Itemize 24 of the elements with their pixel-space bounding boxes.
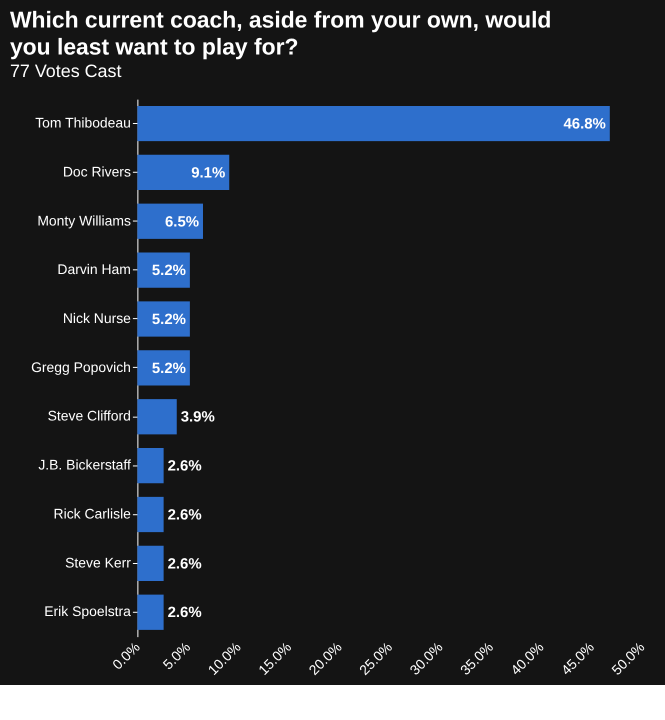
data-label: 2.6%	[168, 604, 202, 622]
data-label: 5.2%	[152, 360, 186, 377]
data-label: 6.5%	[164, 213, 200, 230]
data-label: 2.6%	[168, 458, 202, 475]
y-tick-label: Doc Rivers	[62, 163, 131, 180]
data-label: 5.2%	[152, 262, 186, 280]
y-tick-label: Gregg Popovich	[31, 358, 131, 375]
y-tick-label: Nick Nurse	[62, 310, 132, 326]
y-tick-label: Erik Spoelstra	[44, 603, 132, 620]
data-label: 3.9%	[180, 408, 215, 426]
y-tick-label: J.B. Bickerstaff	[38, 456, 132, 473]
data-label: 46.8%	[564, 116, 606, 133]
data-label: 5.2%	[152, 310, 186, 328]
data-label: 2.6%	[168, 506, 202, 524]
y-tick-label: Rick Carlisle	[54, 505, 132, 522]
data-label: 9.1%	[191, 164, 226, 182]
y-tick-label: Darvin Ham	[57, 261, 131, 278]
chart-title: Which current coach, aside from your own, would you least want to play for?	[10, 6, 552, 60]
y-tick-label: Monty Williams	[37, 212, 131, 228]
y-tick-label: Steve Clifford	[48, 408, 131, 424]
y-tick-label: Steve Kerr	[65, 554, 132, 570]
chart-subtitle: 77 Votes Cast	[10, 61, 122, 82]
y-tick-label: Tom Thibodeau	[35, 114, 131, 131]
data-label: 2.6%	[168, 555, 202, 572]
